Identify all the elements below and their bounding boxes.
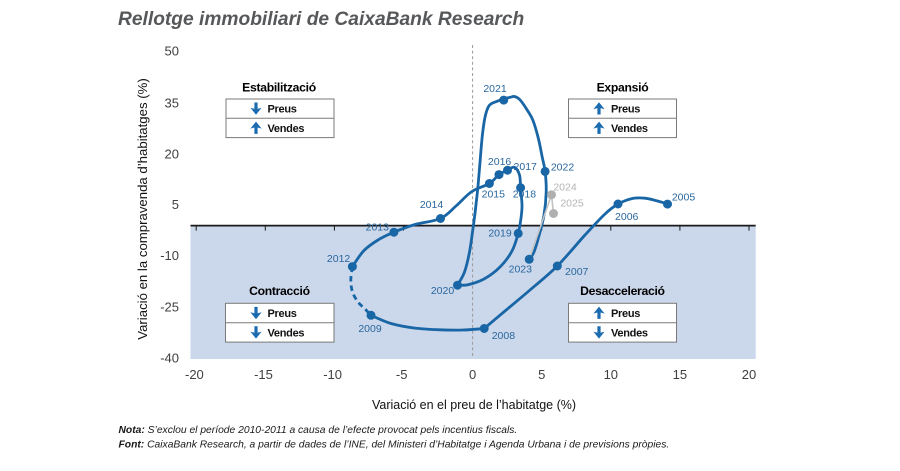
- svg-text:5: 5: [172, 197, 179, 212]
- svg-text:Variació en el preu de l’habit: Variació en el preu de l’habitatge (%): [372, 398, 576, 412]
- svg-text:2018: 2018: [513, 188, 537, 200]
- svg-text:Expansió: Expansió: [597, 81, 649, 95]
- svg-text:Contracció: Contracció: [249, 284, 310, 298]
- svg-text:20: 20: [165, 146, 179, 161]
- svg-text:Variació en la compravenda d’h: Variació en la compravenda d’habitatges …: [135, 78, 150, 339]
- svg-text:Nota: S’exclou el període 2010: Nota: S’exclou el període 2010-2011 a ca…: [119, 425, 518, 436]
- svg-text:2009: 2009: [358, 323, 382, 335]
- svg-text:2019: 2019: [488, 227, 512, 239]
- svg-text:2022: 2022: [551, 161, 575, 173]
- svg-text:-10: -10: [323, 367, 342, 382]
- svg-text:Preus: Preus: [611, 104, 640, 116]
- svg-text:Vendes: Vendes: [268, 327, 305, 339]
- svg-text:-25: -25: [160, 299, 179, 314]
- svg-text:2025: 2025: [560, 198, 584, 210]
- svg-text:0: 0: [469, 367, 476, 382]
- svg-text:2007: 2007: [565, 266, 589, 278]
- svg-text:-40: -40: [160, 350, 179, 365]
- svg-text:20: 20: [742, 367, 756, 382]
- svg-text:Preus: Preus: [268, 104, 297, 116]
- svg-text:Vendes: Vendes: [268, 123, 305, 135]
- svg-text:2005: 2005: [672, 192, 696, 204]
- svg-text:Estabilització: Estabilització: [242, 81, 316, 95]
- svg-text:2012: 2012: [327, 253, 351, 265]
- svg-text:-20: -20: [185, 367, 204, 382]
- svg-text:Desacceleració: Desacceleració: [580, 284, 665, 298]
- svg-text:2008: 2008: [492, 330, 516, 342]
- svg-text:2017: 2017: [514, 161, 538, 173]
- svg-text:Vendes: Vendes: [611, 123, 648, 135]
- svg-text:Preus: Preus: [268, 308, 297, 320]
- svg-text:2013: 2013: [366, 222, 390, 234]
- svg-text:-10: -10: [160, 248, 179, 263]
- svg-text:2020: 2020: [431, 285, 455, 297]
- svg-text:2016: 2016: [488, 156, 512, 168]
- svg-text:Rellotge immobiliari de CaixaB: Rellotge immobiliari de CaixaBank Resear…: [118, 9, 524, 30]
- svg-text:2021: 2021: [483, 83, 507, 95]
- svg-text:Vendes: Vendes: [611, 327, 648, 339]
- svg-text:2023: 2023: [509, 264, 533, 276]
- svg-text:Font: CaixaBank Research, a pa: Font: CaixaBank Research, a partir de da…: [119, 440, 670, 451]
- svg-text:15: 15: [673, 367, 687, 382]
- svg-text:10: 10: [604, 367, 618, 382]
- svg-text:2024: 2024: [553, 182, 577, 194]
- svg-text:2014: 2014: [420, 199, 444, 211]
- svg-text:-5: -5: [396, 367, 408, 382]
- svg-text:35: 35: [165, 95, 179, 110]
- svg-text:-15: -15: [254, 367, 273, 382]
- svg-text:50: 50: [165, 43, 179, 58]
- svg-text:2006: 2006: [615, 211, 639, 223]
- svg-text:Preus: Preus: [611, 308, 640, 320]
- svg-text:2015: 2015: [482, 189, 506, 201]
- svg-text:5: 5: [538, 367, 545, 382]
